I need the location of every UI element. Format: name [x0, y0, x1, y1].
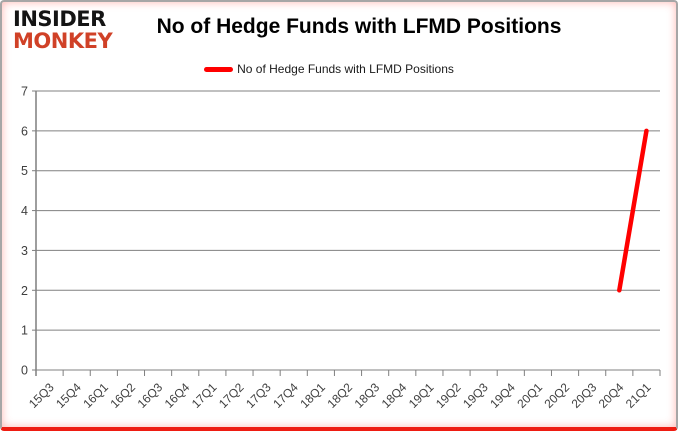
x-tick-label: 20Q4 [596, 380, 627, 411]
logo-line-insider: INSIDER [13, 7, 106, 31]
y-tick-label: 3 [21, 244, 28, 258]
x-tick-label: 20Q3 [569, 380, 600, 411]
x-tick-label: 20Q2 [542, 380, 573, 411]
x-tick-label: 16Q4 [162, 380, 193, 411]
x-tick-label: 18Q3 [352, 380, 383, 411]
x-tick-label: 16Q3 [135, 380, 166, 411]
y-tick-label: 1 [21, 324, 28, 338]
x-tick-label: 21Q1 [623, 380, 654, 411]
y-tick-label: 4 [21, 204, 28, 218]
x-tick-label: 17Q2 [216, 380, 247, 411]
y-tick-label: 7 [21, 85, 28, 99]
x-tick-label: 20Q1 [514, 380, 545, 411]
chart-title: No of Hedge Funds with LFMD Positions [156, 15, 562, 38]
x-tick-label: 17Q4 [270, 380, 301, 411]
x-tick-label: 19Q1 [406, 380, 437, 411]
y-tick-label: 2 [21, 284, 28, 298]
x-tick-label: 19Q2 [433, 380, 464, 411]
series-line [617, 128, 649, 293]
y-tick-label: 0 [21, 364, 28, 378]
insider-monkey-logo: INSIDER MONKEY [13, 7, 113, 53]
x-tick-label: 18Q4 [379, 380, 410, 411]
x-tick-label: 19Q4 [487, 380, 518, 411]
legend-line-swatch [204, 66, 234, 72]
x-tick-label: 16Q2 [107, 380, 138, 411]
logo-line-monkey: MONKEY [13, 29, 113, 53]
x-tick-label: 18Q2 [324, 380, 355, 411]
x-tick-label: 15Q4 [53, 380, 84, 411]
x-tick-label: 18Q1 [297, 380, 328, 411]
legend: No of Hedge Funds with LFMD Positions [2, 62, 656, 76]
x-tick-label: 16Q1 [80, 380, 111, 411]
y-tick-label: 5 [21, 164, 28, 178]
legend-label: No of Hedge Funds with LFMD Positions [237, 62, 454, 76]
x-tick-label: 17Q3 [243, 380, 274, 411]
x-tick-label: 19Q3 [460, 380, 491, 411]
x-tick-label: 17Q1 [189, 380, 220, 411]
y-tick-label: 6 [21, 124, 28, 138]
x-tick-label: 15Q3 [26, 380, 57, 411]
